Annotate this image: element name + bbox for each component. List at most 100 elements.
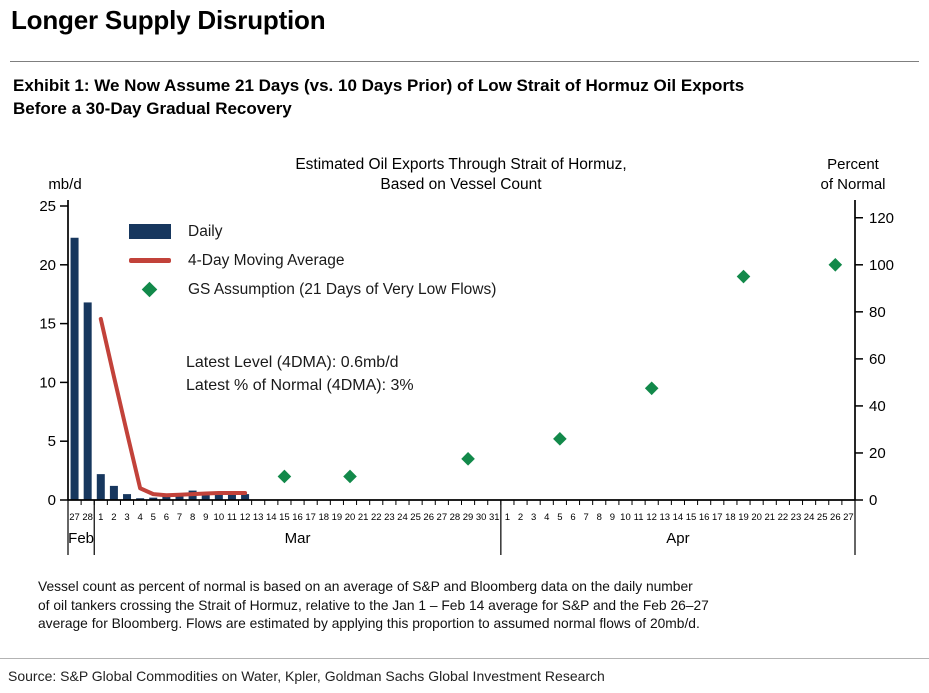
- legend-item-gs-assumption: GS Assumption (21 Days of Very Low Flows…: [129, 275, 496, 304]
- svg-text:20: 20: [869, 445, 886, 462]
- svg-text:14: 14: [266, 512, 277, 523]
- svg-text:6: 6: [570, 512, 575, 523]
- exhibit-title-line1: Exhibit 1: We Now Assume 21 Days (vs. 10…: [13, 76, 745, 95]
- svg-text:6: 6: [164, 512, 169, 523]
- svg-text:5: 5: [557, 512, 562, 523]
- svg-text:0: 0: [869, 492, 877, 509]
- daily-bar-swatch-icon: [129, 224, 171, 239]
- svg-text:23: 23: [384, 512, 395, 523]
- svg-text:3: 3: [531, 512, 536, 523]
- svg-text:60: 60: [869, 351, 886, 368]
- chart-legend: Daily 4-Day Moving Average GS Assumption…: [129, 217, 496, 304]
- svg-text:12: 12: [240, 512, 251, 523]
- svg-text:28: 28: [82, 512, 93, 523]
- svg-text:9: 9: [610, 512, 615, 523]
- svg-text:16: 16: [699, 512, 710, 523]
- svg-text:0: 0: [48, 492, 56, 509]
- svg-text:10: 10: [214, 512, 225, 523]
- svg-text:19: 19: [332, 512, 343, 523]
- svg-text:8: 8: [597, 512, 602, 523]
- annotation-latest-percent: Latest % of Normal (4DMA): 3%: [186, 377, 414, 394]
- svg-text:1: 1: [98, 512, 103, 523]
- svg-text:5: 5: [48, 433, 56, 450]
- title-divider: [10, 61, 919, 62]
- moving-average-line-swatch-icon: [129, 258, 171, 263]
- svg-text:15: 15: [39, 316, 56, 333]
- footnote-line1: Vessel count as percent of normal is bas…: [38, 579, 693, 594]
- svg-text:25: 25: [410, 512, 421, 523]
- svg-text:29: 29: [463, 512, 474, 523]
- svg-text:15: 15: [279, 512, 290, 523]
- svg-text:25: 25: [39, 198, 56, 215]
- legend-item-moving-average: 4-Day Moving Average: [129, 246, 496, 275]
- svg-text:18: 18: [318, 512, 329, 523]
- annotation-latest-level: Latest Level (4DMA): 0.6mb/d: [186, 354, 399, 371]
- svg-text:16: 16: [292, 512, 303, 523]
- svg-text:11: 11: [634, 512, 644, 523]
- svg-text:4: 4: [544, 512, 549, 523]
- svg-text:30: 30: [476, 512, 487, 523]
- svg-text:5: 5: [151, 512, 156, 523]
- svg-text:27: 27: [843, 512, 854, 523]
- footnote-line3: average for Bloomberg. Flows are estimat…: [38, 616, 700, 631]
- svg-text:21: 21: [358, 512, 369, 523]
- svg-text:100: 100: [869, 257, 894, 274]
- svg-text:20: 20: [751, 512, 762, 523]
- page-title: Longer Supply Disruption: [11, 5, 326, 35]
- svg-text:24: 24: [804, 512, 815, 523]
- svg-text:8: 8: [190, 512, 195, 523]
- svg-text:25: 25: [817, 512, 828, 523]
- legend-label-gs-assumption: GS Assumption (21 Days of Very Low Flows…: [188, 280, 497, 298]
- svg-text:20: 20: [345, 512, 356, 523]
- svg-text:27: 27: [437, 512, 448, 523]
- svg-text:2: 2: [111, 512, 116, 523]
- svg-text:13: 13: [660, 512, 671, 523]
- svg-text:Feb: Feb: [68, 530, 94, 547]
- svg-text:23: 23: [791, 512, 802, 523]
- latest-level-annotation: Latest Level (4DMA): 0.6mb/d Latest % of…: [186, 351, 414, 397]
- svg-text:17: 17: [712, 512, 723, 523]
- svg-text:19: 19: [738, 512, 749, 523]
- svg-text:22: 22: [371, 512, 382, 523]
- right-axis-unit-label: Percent of Normal: [800, 155, 906, 195]
- footnote-line2: of oil tankers crossing the Strait of Ho…: [38, 597, 709, 613]
- svg-text:26: 26: [830, 512, 841, 523]
- svg-text:10: 10: [620, 512, 631, 523]
- right-axis-unit-line2: of Normal: [820, 176, 886, 193]
- svg-text:40: 40: [869, 398, 886, 415]
- svg-text:9: 9: [203, 512, 208, 523]
- svg-text:22: 22: [778, 512, 789, 523]
- legend-label-moving-average: 4-Day Moving Average: [188, 251, 345, 269]
- svg-text:10: 10: [39, 374, 56, 391]
- svg-text:21: 21: [764, 512, 775, 523]
- svg-text:17: 17: [305, 512, 316, 523]
- chart-footnote: Vessel count as percent of normal is bas…: [38, 578, 898, 634]
- svg-text:18: 18: [725, 512, 736, 523]
- svg-text:27: 27: [69, 512, 80, 523]
- gs-assumption-diamond-swatch-icon: [141, 281, 158, 298]
- svg-text:Mar: Mar: [285, 530, 311, 547]
- svg-text:15: 15: [686, 512, 697, 523]
- legend-item-daily: Daily: [129, 217, 496, 246]
- svg-text:12: 12: [646, 512, 657, 523]
- svg-text:31: 31: [489, 512, 500, 523]
- svg-text:24: 24: [397, 512, 408, 523]
- svg-text:3: 3: [124, 512, 129, 523]
- chart-title: Estimated Oil Exports Through Strait of …: [161, 155, 761, 195]
- svg-text:20: 20: [39, 257, 56, 274]
- svg-text:120: 120: [869, 210, 894, 227]
- chart-title-line1: Estimated Oil Exports Through Strait of …: [295, 156, 627, 173]
- exhibit-title-line2: Before a 30-Day Gradual Recovery: [13, 99, 292, 118]
- exhibit-title: Exhibit 1: We Now Assume 21 Days (vs. 10…: [13, 74, 918, 120]
- svg-text:14: 14: [673, 512, 684, 523]
- svg-text:13: 13: [253, 512, 264, 523]
- svg-text:11: 11: [227, 512, 237, 523]
- svg-text:7: 7: [177, 512, 182, 523]
- svg-text:28: 28: [450, 512, 461, 523]
- source-divider: [0, 658, 929, 659]
- right-axis-unit-line1: Percent: [827, 156, 879, 173]
- svg-text:7: 7: [583, 512, 588, 523]
- svg-text:26: 26: [423, 512, 434, 523]
